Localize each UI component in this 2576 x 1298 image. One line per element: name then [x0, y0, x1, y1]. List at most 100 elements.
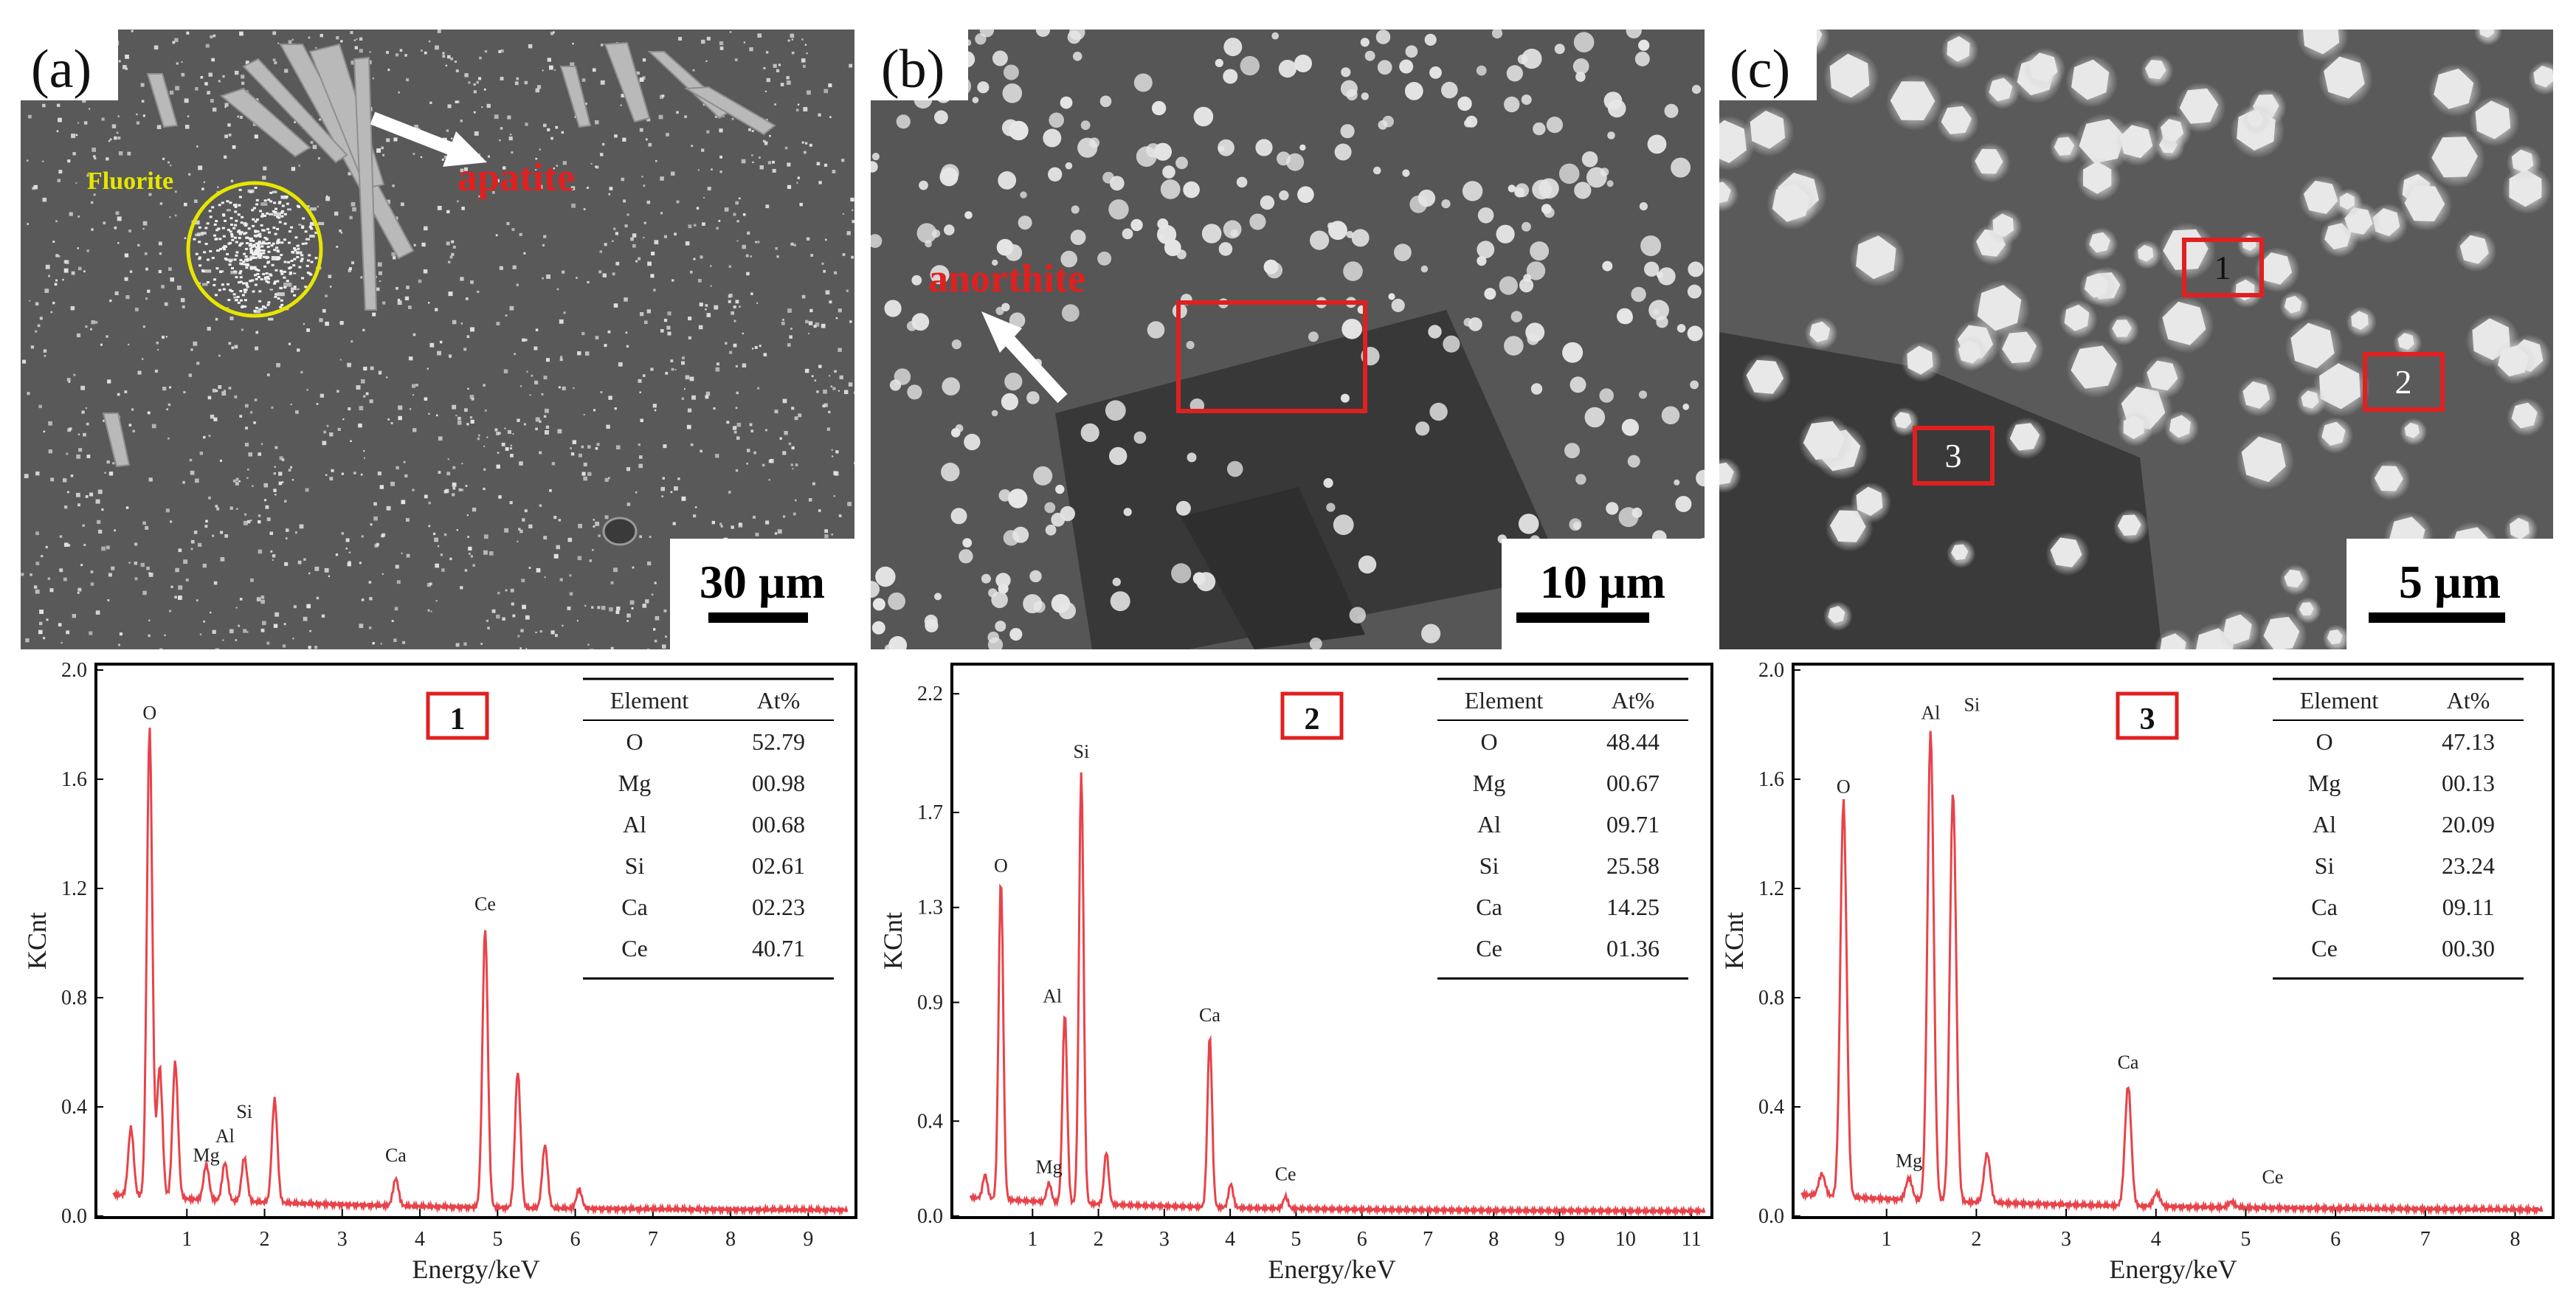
particle — [69, 427, 72, 431]
particle — [2071, 345, 2117, 389]
particle — [86, 174, 89, 177]
particle — [291, 287, 297, 291]
particle — [288, 267, 291, 270]
particle — [706, 130, 710, 134]
point-marker-label: 1 — [2214, 249, 2231, 286]
particle — [592, 68, 596, 72]
particle — [1072, 52, 1082, 61]
particle — [276, 249, 280, 252]
particle — [711, 520, 715, 525]
particle — [1558, 163, 1580, 184]
particle — [643, 236, 645, 238]
particle — [632, 244, 636, 248]
particle — [404, 474, 408, 477]
particle — [137, 370, 142, 375]
particle — [77, 122, 80, 124]
particle — [211, 58, 215, 62]
particle — [1377, 60, 1392, 75]
particle — [86, 422, 89, 426]
particle — [1682, 403, 1690, 410]
particle — [399, 49, 403, 52]
particle — [255, 306, 258, 309]
particle — [1402, 169, 1410, 177]
particle — [804, 368, 809, 373]
particle — [661, 495, 663, 497]
particle — [746, 272, 750, 276]
particle — [277, 201, 281, 204]
particle — [91, 148, 96, 152]
particle — [1175, 500, 1191, 516]
particle — [553, 553, 559, 559]
x-tick-label: 10 — [1615, 1228, 1636, 1251]
particle — [254, 309, 261, 314]
particle — [302, 217, 305, 220]
particle — [155, 369, 158, 373]
table-cell-element: Ca — [2311, 894, 2338, 920]
particle — [911, 275, 922, 286]
particle — [226, 209, 231, 212]
particle — [368, 581, 372, 584]
particle — [714, 305, 719, 310]
particle — [116, 131, 119, 134]
particle — [347, 362, 351, 367]
particle — [39, 610, 44, 614]
particle — [255, 199, 259, 201]
particle — [103, 221, 106, 225]
spectrum-line — [1800, 731, 2544, 1216]
particle — [1570, 376, 1586, 393]
particle — [216, 249, 219, 252]
particle — [288, 241, 291, 244]
particle — [601, 44, 604, 46]
particle — [522, 604, 526, 610]
particle — [604, 243, 607, 246]
particle — [372, 77, 374, 80]
x-tick-label: 7 — [1423, 1228, 1433, 1251]
particle — [832, 170, 836, 173]
particle — [1690, 380, 1699, 390]
particle — [555, 634, 558, 638]
particle — [450, 58, 454, 61]
particle — [258, 256, 262, 259]
particle — [69, 212, 73, 216]
particle — [766, 119, 768, 121]
particle — [303, 322, 305, 325]
particle — [796, 182, 798, 184]
particle — [358, 423, 362, 428]
particle — [224, 106, 227, 108]
particle — [244, 222, 247, 225]
point-marker-label: 2 — [2395, 363, 2412, 401]
particle — [764, 141, 768, 145]
particle — [286, 528, 289, 532]
particle — [412, 384, 416, 388]
particle — [409, 408, 412, 410]
particle — [254, 229, 258, 232]
particle — [805, 142, 808, 145]
particle — [1112, 577, 1122, 587]
particle — [89, 108, 91, 110]
point-marker-box — [1280, 691, 1344, 740]
particle — [262, 621, 266, 626]
particle — [350, 440, 352, 442]
particle — [735, 300, 739, 304]
particle — [2119, 125, 2153, 159]
particle — [446, 129, 449, 132]
particle — [618, 362, 623, 367]
particle — [198, 241, 201, 244]
particle — [2327, 629, 2343, 645]
particle — [93, 193, 96, 196]
particle — [265, 272, 269, 275]
particle — [509, 305, 514, 311]
particle — [259, 249, 263, 252]
particle — [215, 238, 218, 241]
anorthite-phase — [1719, 332, 2162, 649]
particle — [354, 46, 358, 49]
particle — [85, 495, 89, 498]
particle — [272, 227, 276, 229]
peak-label: Si — [1074, 741, 1090, 762]
particle — [571, 203, 576, 208]
particle — [474, 131, 479, 136]
particle — [320, 393, 324, 398]
particle — [377, 262, 382, 267]
particle — [834, 370, 837, 373]
particle — [304, 286, 308, 289]
